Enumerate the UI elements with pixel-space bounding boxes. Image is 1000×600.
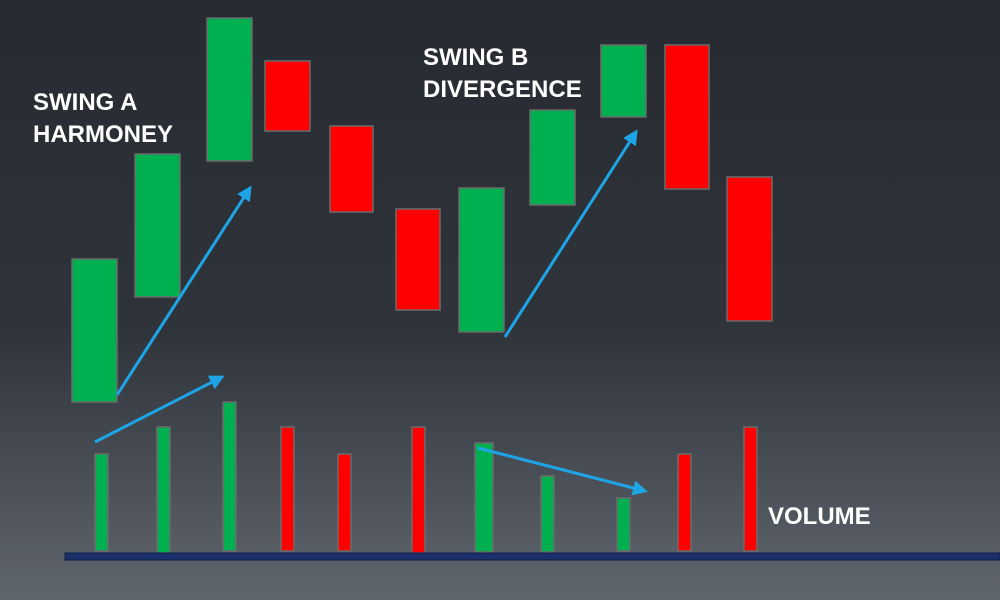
volume-bar (222, 401, 237, 552)
volume-bar (411, 426, 426, 554)
candle (726, 176, 773, 322)
annotation: DIVERGENCE (423, 76, 582, 103)
annotation: VOLUME (768, 503, 871, 530)
volume-bar (677, 453, 692, 552)
volume-bar (474, 442, 494, 553)
volume-bar (156, 426, 171, 554)
candle (329, 125, 374, 213)
volume-bar (540, 475, 555, 553)
annotation: HARMONEY (33, 121, 173, 148)
baseline (64, 552, 1000, 561)
arrow (94, 375, 225, 444)
candle (264, 60, 311, 132)
candle (206, 17, 253, 162)
candle (71, 258, 118, 403)
arrow (115, 185, 252, 396)
candle (664, 44, 710, 190)
annotation: SWING B (423, 44, 528, 71)
volume-bar (337, 453, 352, 552)
volume-bar (94, 453, 109, 552)
arrow (477, 446, 648, 496)
candle (395, 208, 441, 311)
volume-bars (94, 401, 758, 554)
candles (71, 17, 773, 403)
arrow (503, 129, 638, 338)
volume-bar (616, 497, 631, 552)
arrows (94, 129, 648, 496)
candle (600, 44, 647, 118)
volume-bar (280, 426, 295, 552)
candle (458, 187, 505, 333)
candle (134, 153, 181, 298)
candle (529, 109, 576, 206)
volume-bar (743, 426, 758, 552)
annotation: SWING A (33, 89, 137, 116)
